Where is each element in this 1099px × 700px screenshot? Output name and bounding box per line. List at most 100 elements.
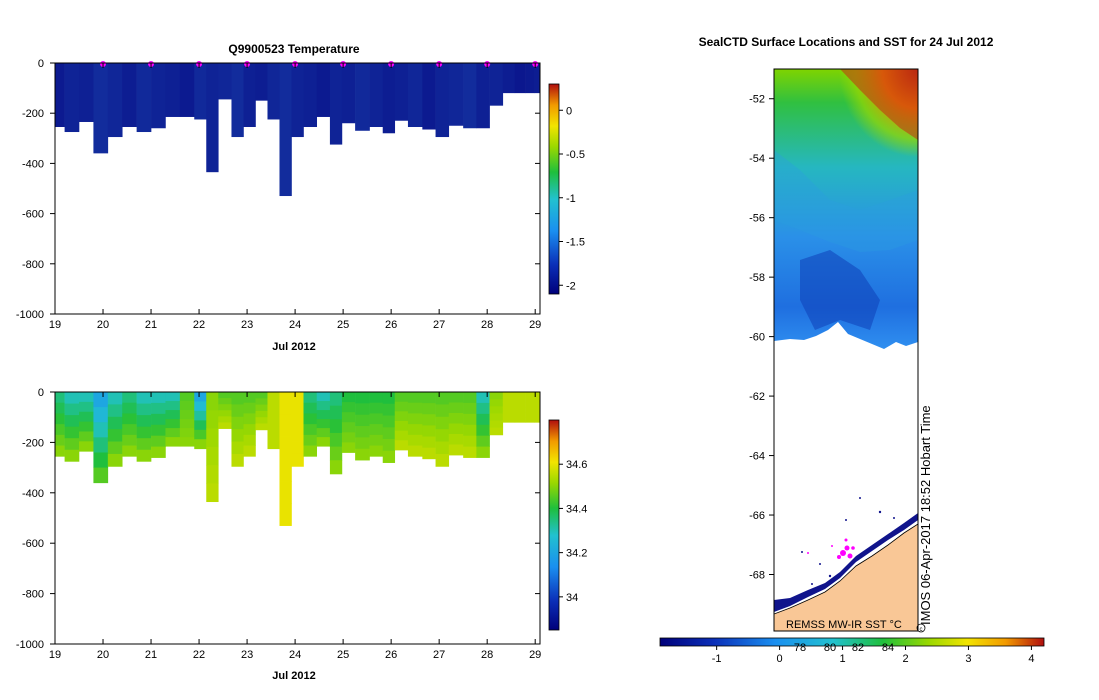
salinity-x-tick-label: 29 [529, 649, 541, 661]
salinity-profile-cell [279, 392, 292, 415]
salinity-profile-cell [502, 397, 516, 403]
salinity-profile-cell [435, 453, 450, 467]
temperature-colorbar-label: -1 [566, 193, 576, 205]
salinity-profile-cell [407, 434, 423, 446]
temperature-profile-cell [369, 63, 384, 128]
salinity-y-tick-label: -600 [22, 538, 44, 550]
salinity-profile-cell [394, 392, 409, 403]
salinity-profile-cell [243, 424, 256, 436]
salinity-profile-cell [93, 467, 109, 484]
salinity-profile-cell [231, 441, 244, 455]
salinity-profile-cell [194, 401, 207, 412]
salinity-profile-cell [341, 402, 356, 413]
salinity-plot-frame [54, 391, 541, 645]
sst-colorbar [659, 637, 1045, 647]
salinity-y-tick-label: -800 [22, 589, 44, 601]
salinity-profile-cell [329, 392, 343, 407]
salinity-profile-cell [179, 410, 195, 420]
temperature-profile-cell [407, 63, 423, 128]
salinity-profile-cell [267, 410, 280, 421]
salinity-profile-cell [291, 392, 304, 405]
sst-colorbar-label: 4 [1028, 653, 1034, 665]
salinity-profile-cell [407, 413, 423, 425]
salinity-profile-cell [448, 402, 464, 414]
salinity-profile-cell [107, 453, 123, 467]
salinity-profile-cell [107, 404, 123, 418]
salinity-profile-cell [151, 392, 166, 404]
salinity-profile-cell [165, 410, 181, 420]
map-latitude-axis: -52 -54 -56 -58 -60 -62 -64 -66 -68 [749, 94, 774, 582]
salinity-profile-cell [64, 415, 80, 428]
temperature-title: Q9900523 Temperature [228, 42, 360, 56]
salinity-profile-cell [255, 392, 268, 399]
salinity-profile-cell [422, 436, 436, 449]
salinity-x-tick-label: 25 [337, 649, 349, 661]
salinity-colorbar [548, 419, 560, 631]
warm-core [840, 69, 918, 140]
temperature-x-axis: 19 20 21 22 23 24 25 26 27 28 29 [49, 63, 541, 331]
salinity-profile-cell [329, 446, 343, 461]
salinity-profile-cell [394, 440, 409, 451]
ice-floe-specks [801, 497, 895, 585]
salinity-profile-cell [243, 434, 256, 446]
salinity-profile-cell [179, 401, 195, 411]
salinity-profile-cell [255, 410, 268, 418]
temperature-colorbar-label: -0.5 [566, 149, 585, 161]
salinity-profile-cell [448, 392, 464, 403]
temperature-profile-cell [355, 63, 370, 131]
salinity-profile-cell [93, 452, 109, 468]
salinity-profile-cell [267, 439, 280, 450]
map-lat-tick-label: -62 [749, 391, 765, 403]
salinity-colorbar-ticks: 34.6 34.4 34.2 34 [559, 459, 587, 604]
salinity-profile-cell [64, 449, 80, 462]
salinity-profile-cell [122, 434, 137, 446]
salinity-profile-cell [341, 392, 356, 403]
salinity-profile-cell [136, 438, 152, 451]
salinity-y-tick-label: 0 [38, 387, 44, 399]
salinity-profile-cell [369, 434, 384, 446]
salinity-profile-cell [79, 441, 94, 452]
salinity-profile-cell [231, 429, 244, 442]
salinity-profile-cell [369, 445, 384, 457]
salinity-profile-cell [476, 446, 490, 458]
salinity-profile-cell [291, 453, 304, 467]
salinity-profile-cell [279, 436, 292, 460]
temperature-profile-cell [489, 63, 504, 106]
salinity-profile-cell [533, 417, 541, 423]
salinity-profile-cell [382, 439, 396, 452]
salinity-profile-cell [291, 416, 304, 430]
salinity-profile-cell [382, 415, 396, 428]
salinity-profile-cell [279, 481, 292, 504]
salinity-profile-cell [206, 446, 219, 466]
temperature-profile-cell [243, 63, 256, 128]
salinity-profile-cell [218, 422, 232, 429]
salinity-profile-cell [514, 412, 526, 418]
temperature-x-tick-label: 19 [49, 319, 61, 331]
temperature-x-tick-label: 24 [289, 319, 301, 331]
salinity-x-tick-label: 27 [433, 649, 445, 661]
temperature-profile-cell [64, 63, 80, 133]
salinity-profile-cell [279, 414, 292, 437]
salinity-profile-cell [79, 431, 94, 442]
salinity-profile-cell [218, 404, 232, 411]
map-field [774, 69, 918, 631]
salinity-x-tick-label: 24 [289, 649, 301, 661]
salinity-profile-cell [382, 450, 396, 463]
salinity-profile-cell [179, 437, 195, 447]
sst-colorbar-ticks: -1 0 1 2 3 4 78 80 82 84 [712, 642, 1035, 665]
salinity-profile-cells [55, 392, 541, 526]
salinity-profile-cell [463, 435, 477, 447]
temperature-profile-cell [151, 63, 166, 129]
salinity-profile-cell [218, 410, 232, 417]
salinity-profile-cell [463, 446, 477, 458]
salinity-profile-cell [502, 412, 516, 418]
salinity-profile-cell [231, 392, 244, 405]
sst-colorbar-label: -1 [712, 653, 722, 665]
salinity-x-tick-label: 20 [97, 649, 109, 661]
salinity-profile-cell [255, 404, 268, 412]
temperature-profile-cell [533, 63, 541, 94]
salinity-profile-cell [369, 413, 384, 425]
salinity-x-tick-label: 28 [481, 649, 493, 661]
salinity-profile-cell [279, 503, 292, 526]
temperature-profile-cell [382, 63, 396, 134]
